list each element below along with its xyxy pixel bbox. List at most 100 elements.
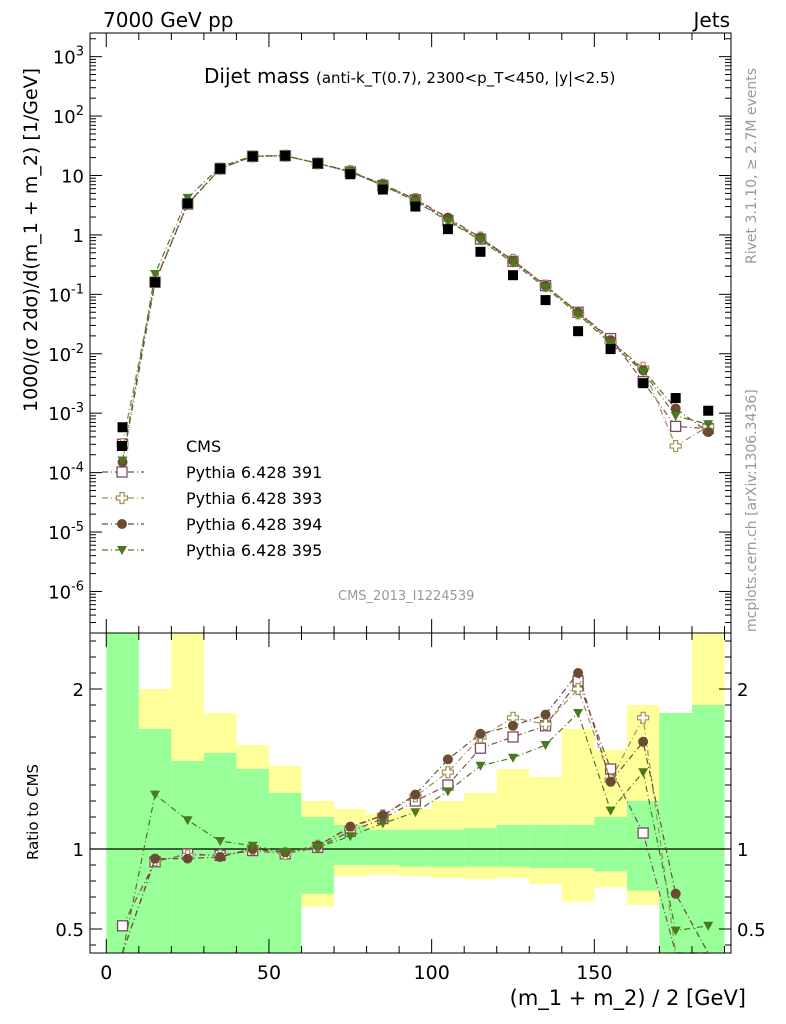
data-point-upper <box>670 420 682 433</box>
data-point-ratio <box>442 787 453 797</box>
y-tick-label-upper: 10 <box>61 166 84 187</box>
data-point-ratio <box>638 768 649 778</box>
data-point-upper <box>442 217 453 227</box>
band-green <box>659 713 692 953</box>
data-point-ratio <box>637 711 650 724</box>
data-point-upper <box>669 439 682 453</box>
y-tick-label-lower-right: 1 <box>737 840 748 861</box>
data-point-upper <box>670 403 681 414</box>
x-tick-label: 100 <box>414 962 450 984</box>
band-green <box>626 801 660 891</box>
data-point-ratio <box>605 806 616 816</box>
cms-point <box>540 295 551 306</box>
data-point-upper <box>703 420 714 430</box>
data-point-ratio <box>507 720 518 731</box>
mcplots-label: mcplots.cern.ch [arXiv:1306.3436] <box>744 389 760 632</box>
data-point-ratio <box>475 761 486 771</box>
y-tick-label-upper: 10-6 <box>48 579 84 603</box>
data-point-ratio <box>540 741 551 750</box>
legend: CMS Pythia 6.428 391 Pythia 6.428 393 Pythi… <box>102 437 322 560</box>
y-tick-label-lower-right: 2 <box>737 680 748 701</box>
x-tick-label: 50 <box>257 962 281 984</box>
data-point-ratio <box>377 810 388 821</box>
y-tick-label-lower: 1 <box>73 840 84 861</box>
cms-point <box>150 277 161 288</box>
cms-point <box>247 151 258 162</box>
data-point-upper <box>573 310 584 320</box>
legend-label: Pythia 6.428 394 <box>186 515 322 534</box>
y-tick-label-upper: 103 <box>53 45 84 69</box>
band-green <box>301 817 335 894</box>
band-green <box>594 817 627 872</box>
band-green <box>138 729 172 953</box>
data-point-upper <box>670 411 681 421</box>
data-point-ratio <box>150 853 161 864</box>
data-point-ratio <box>116 920 129 932</box>
data-point-ratio <box>215 837 226 846</box>
band-green <box>561 825 595 869</box>
cms-point <box>117 422 128 433</box>
data-point-upper <box>540 283 551 293</box>
data-point-upper <box>703 427 714 438</box>
cms-point <box>280 150 291 161</box>
legend-label: Pythia 6.428 391 <box>186 463 322 482</box>
cms-point <box>345 169 356 180</box>
header-left: 7000 GeV pp <box>103 8 234 32</box>
band-green <box>366 829 400 865</box>
legend-label: Pythia 6.428 395 <box>186 541 322 560</box>
band-green <box>268 793 302 953</box>
x-axis-label: (m_1 + m_2) / 2 [GeV] <box>509 986 746 1010</box>
band-green <box>236 769 269 953</box>
y-tick-label-upper: 10-4 <box>48 461 84 485</box>
data-point-upper <box>638 367 649 377</box>
y-axis-label-lower: Ratio to CMS <box>24 763 42 860</box>
cms-point <box>475 246 486 257</box>
data-point-ratio <box>247 841 258 851</box>
data-point-ratio <box>475 728 486 739</box>
data-point-ratio <box>539 718 552 731</box>
cms-point <box>638 378 649 389</box>
cms-point <box>410 201 421 212</box>
data-point-ratio <box>410 789 421 800</box>
legend-marker <box>116 466 128 478</box>
data-point-upper <box>605 339 616 349</box>
data-point-ratio <box>638 736 649 747</box>
band-yellow <box>561 729 595 902</box>
y-axis-label-upper: 1000/(σ 2dσ)/d(m_1 + m_2) [1/GeV] <box>20 67 42 412</box>
y-tick-label-upper: 10-2 <box>48 342 84 366</box>
data-point-ratio <box>670 888 681 899</box>
band-green <box>464 828 497 867</box>
data-point-ratio <box>345 832 356 842</box>
cms-point <box>573 326 584 337</box>
x-tick-label: 150 <box>576 962 612 984</box>
cms-point <box>605 344 616 355</box>
data-point-ratio <box>474 742 487 754</box>
data-point-ratio <box>150 790 161 800</box>
data-point-ratio <box>573 709 584 718</box>
y-tick-label-lower: 2 <box>73 680 84 701</box>
data-point-upper <box>117 456 128 466</box>
chart-title-detail: (anti-k_T(0.7), 2300<p_T<450, |y|<2.5) <box>315 69 616 87</box>
data-point-upper <box>507 258 518 268</box>
data-point-ratio <box>703 921 714 931</box>
data-point-ratio <box>345 821 356 832</box>
y-tick-label-upper: 10-1 <box>48 282 84 306</box>
data-point-ratio <box>507 731 519 743</box>
cms-point <box>507 270 518 281</box>
y-tick-label-upper: 1 <box>73 226 84 247</box>
legend-marker <box>117 519 127 529</box>
data-point-ratio <box>441 766 455 779</box>
y-tick-label-upper: 102 <box>53 104 84 128</box>
data-point-ratio <box>182 853 193 864</box>
y-tick-label-lower: 0.5 <box>55 920 84 941</box>
chart-title: Dijet mass (anti-k_T(0.7), 2300<p_T<450,… <box>204 64 615 88</box>
y-tick-label-lower-right: 0.5 <box>737 920 766 941</box>
y-tick-label-upper: 10-5 <box>48 520 84 544</box>
data-point-ratio <box>215 852 226 862</box>
data-point-ratio <box>670 926 681 936</box>
data-point-ratio <box>605 776 616 787</box>
data-point-ratio <box>442 754 453 765</box>
panel-frames <box>89 32 732 954</box>
rivet-label: Rivet 3.1.10, ≥ 2.7M events <box>744 67 760 264</box>
